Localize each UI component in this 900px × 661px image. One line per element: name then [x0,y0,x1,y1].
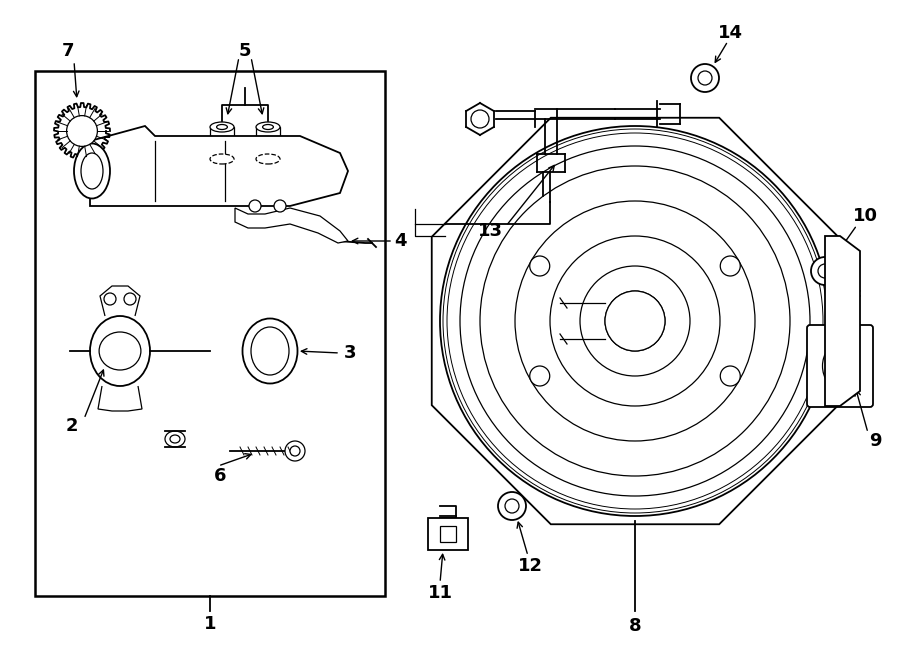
Bar [210,127,234,159]
Text: 7: 7 [62,42,74,60]
Text: 11: 11 [428,584,453,602]
Ellipse shape [81,153,103,189]
Circle shape [274,200,286,212]
Polygon shape [54,103,110,159]
Circle shape [67,116,97,146]
Ellipse shape [74,143,110,198]
Text: 3: 3 [344,344,356,362]
Polygon shape [235,208,348,243]
Ellipse shape [104,337,135,365]
Ellipse shape [165,431,185,447]
Ellipse shape [256,122,280,132]
Circle shape [285,441,305,461]
Ellipse shape [210,122,234,132]
FancyBboxPatch shape [807,325,873,407]
Circle shape [818,264,832,278]
Ellipse shape [170,435,180,443]
Ellipse shape [217,124,228,130]
Circle shape [530,366,550,386]
Ellipse shape [110,342,130,360]
Polygon shape [90,126,348,206]
Text: 5: 5 [238,42,251,60]
Ellipse shape [210,154,234,164]
Bar [440,526,456,542]
Circle shape [440,126,830,516]
Circle shape [605,291,665,351]
Text: 8: 8 [629,617,642,635]
Circle shape [498,492,526,520]
Circle shape [691,64,719,92]
Text: 4: 4 [394,232,406,250]
Ellipse shape [99,332,141,370]
Ellipse shape [242,319,298,383]
Ellipse shape [90,316,150,386]
Circle shape [290,446,300,456]
Circle shape [811,257,839,285]
Text: 1: 1 [203,615,216,633]
Text: 9: 9 [868,432,881,450]
Text: 10: 10 [852,207,878,225]
Polygon shape [825,236,860,406]
Text: 13: 13 [478,222,502,240]
Ellipse shape [251,327,289,375]
Text: 12: 12 [518,557,543,575]
Circle shape [104,293,116,305]
Ellipse shape [263,124,274,130]
Bar [428,518,468,550]
Text: 6: 6 [214,467,226,485]
Bar [35,71,385,596]
Circle shape [720,256,741,276]
Text: 14: 14 [717,24,742,42]
Bar [256,127,280,159]
Circle shape [249,200,261,212]
Text: 2: 2 [66,417,78,435]
Circle shape [124,293,136,305]
Circle shape [505,499,519,513]
Circle shape [720,366,741,386]
Polygon shape [432,118,838,524]
Ellipse shape [256,154,280,164]
Circle shape [698,71,712,85]
Circle shape [530,256,550,276]
Ellipse shape [823,344,858,389]
Circle shape [471,110,489,128]
